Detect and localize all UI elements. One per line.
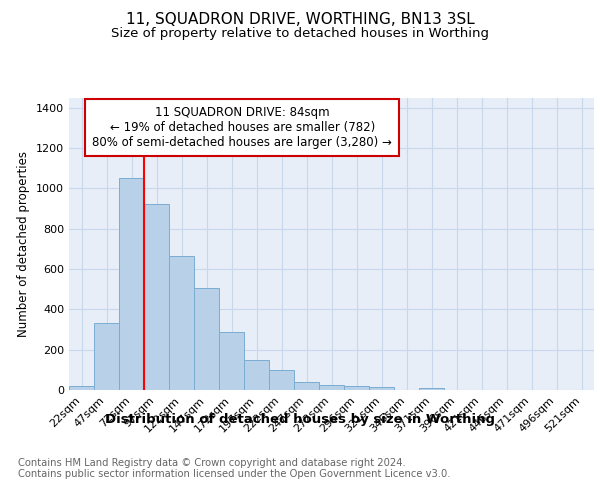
Bar [369,387,394,390]
Bar [244,360,269,390]
Text: Contains HM Land Registry data © Crown copyright and database right 2024.
Contai: Contains HM Land Registry data © Crown c… [18,458,451,479]
Bar [69,386,94,390]
Bar [144,204,169,390]
Text: Size of property relative to detached houses in Worthing: Size of property relative to detached ho… [111,28,489,40]
Bar [269,370,294,390]
Y-axis label: Number of detached properties: Number of detached properties [17,151,31,337]
Text: Distribution of detached houses by size in Worthing: Distribution of detached houses by size … [105,412,495,426]
Bar [169,256,194,390]
Bar [419,388,444,390]
Bar [344,386,369,390]
Bar [119,178,144,390]
Text: 11, SQUADRON DRIVE, WORTHING, BN13 3SL: 11, SQUADRON DRIVE, WORTHING, BN13 3SL [125,12,475,28]
Bar [319,385,344,390]
Bar [194,288,219,390]
Bar [294,382,319,390]
Bar [94,324,119,390]
Text: 11 SQUADRON DRIVE: 84sqm
← 19% of detached houses are smaller (782)
80% of semi-: 11 SQUADRON DRIVE: 84sqm ← 19% of detach… [92,106,392,150]
Bar [219,332,244,390]
